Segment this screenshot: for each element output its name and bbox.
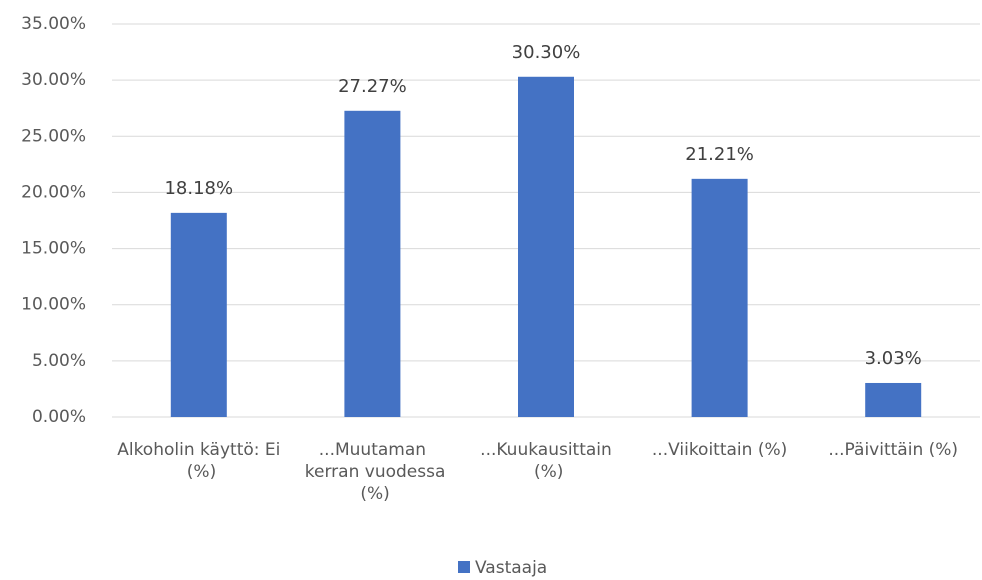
data-label: 30.30% <box>512 42 581 63</box>
y-tick-label: 35.00% <box>21 14 86 34</box>
bar <box>691 178 748 417</box>
data-label: 3.03% <box>865 348 922 369</box>
data-label: 27.27% <box>338 76 407 97</box>
y-tick-label: 10.00% <box>21 295 86 315</box>
bar <box>344 110 401 417</box>
x-tick-label: ...Muutaman kerran vuodessa (%) <box>299 440 445 504</box>
y-tick-label: 25.00% <box>21 126 86 146</box>
data-label: 21.21% <box>685 144 754 165</box>
bar <box>865 382 922 417</box>
x-tick-label: ...Päivittäin (%) <box>828 440 958 460</box>
bar <box>170 212 227 417</box>
legend-label: Vastaaja <box>475 558 547 578</box>
x-tick-label: Alkoholin käyttö: Ei (%) <box>117 440 280 482</box>
bar <box>518 76 574 417</box>
legend-swatch <box>458 561 470 573</box>
y-tick-label: 15.00% <box>21 239 86 259</box>
x-tick-label: ...Viikoittain (%) <box>652 440 787 460</box>
y-tick-label: 5.00% <box>32 351 86 371</box>
y-tick-label: 0.00% <box>32 407 86 427</box>
data-label: 18.18% <box>164 178 233 199</box>
x-tick-label: ...Kuukausittain (%) <box>480 440 612 482</box>
y-tick-label: 20.00% <box>21 182 86 202</box>
y-tick-label: 30.00% <box>21 70 86 90</box>
